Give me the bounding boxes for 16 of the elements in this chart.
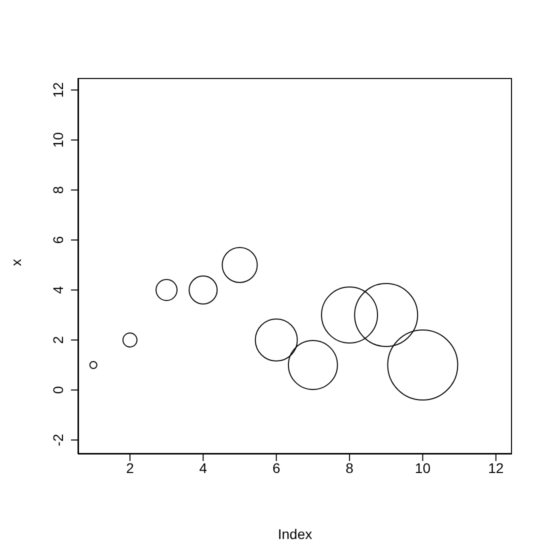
- y-tick-label: 8: [50, 186, 66, 194]
- x-tick-label: 10: [414, 460, 431, 476]
- y-tick-label: 10: [50, 132, 66, 148]
- y-axis-title: x: [8, 259, 24, 266]
- x-tick-label: 12: [488, 460, 504, 476]
- x-tick-label: 2: [126, 460, 134, 476]
- x-tick-label: 8: [346, 460, 354, 476]
- y-tick-label: 6: [50, 236, 66, 244]
- x-tick-label: 6: [272, 460, 280, 476]
- y-tick-label: 2: [50, 336, 66, 344]
- x-axis-title: Index: [278, 526, 312, 542]
- y-tick-label: 12: [50, 82, 66, 98]
- y-tick-label: 4: [50, 286, 66, 294]
- x-tick-label: 4: [199, 460, 208, 476]
- y-tick-label: 0: [50, 386, 66, 394]
- y-tick-label: -2: [50, 434, 66, 446]
